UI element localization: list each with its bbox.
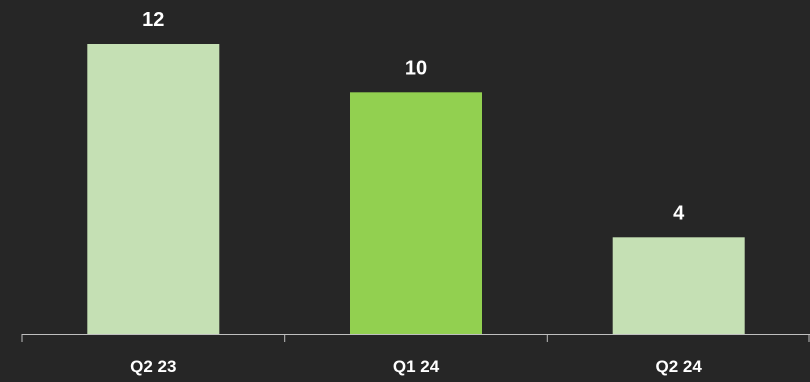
- data-labels-layer: 12 10 4: [142, 9, 685, 224]
- data-label-q1-24: 10: [405, 57, 427, 79]
- x-tick-label-q2-23: Q2 23: [130, 357, 176, 376]
- bars-layer: [87, 44, 745, 334]
- bar-q1-24: [350, 92, 482, 334]
- bar-q2-23: [87, 44, 220, 334]
- x-tick-label-q1-24: Q1 24: [393, 357, 440, 376]
- data-label-q2-24: 4: [673, 202, 685, 224]
- data-label-q2-23: 12: [142, 9, 164, 31]
- x-tick-label-q2-24: Q2 24: [656, 357, 703, 376]
- bar-q2-24: [612, 237, 745, 334]
- x-tick-labels: Q2 23 Q1 24 Q2 24: [130, 357, 702, 376]
- x-axis: [21, 334, 810, 342]
